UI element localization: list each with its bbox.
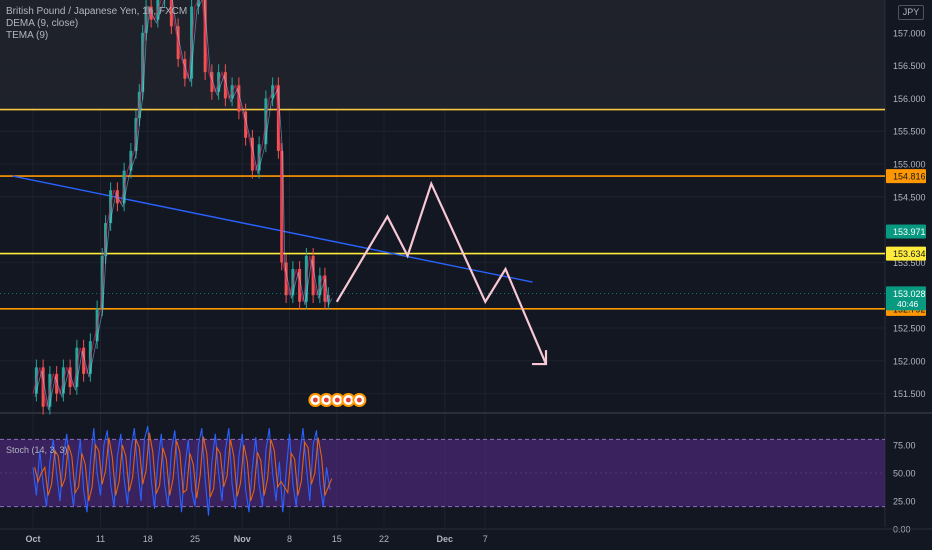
time-axis[interactable]: Oct 11 18 25 Nov 8 15 22 Dec 7 — [0, 528, 932, 544]
time-tick-label: 8 — [287, 534, 292, 544]
time-tick-label: Oct — [25, 534, 40, 544]
projection-arrowhead — [532, 350, 548, 366]
price-series — [32, 0, 333, 415]
stoch-tick-label: 25.00 — [893, 497, 916, 507]
stoch-d-line — [34, 432, 333, 502]
event-marker-dot — [312, 397, 318, 403]
upper-zone-shade — [0, 0, 885, 110]
tema-line — [34, 0, 333, 411]
time-tick-label: 22 — [379, 534, 389, 544]
price-axis[interactable]: 157.000 156.500 156.000 155.500 155.000 154.5… — [886, 28, 926, 535]
dema-line — [32, 0, 331, 407]
price-tick-label: 151.500 — [893, 389, 926, 399]
current-price-tag-bg — [886, 286, 926, 311]
trend-line[interactable] — [12, 175, 533, 283]
drawings[interactable] — [335, 180, 548, 366]
price-tick-label: 154.500 — [893, 192, 926, 202]
level-price-tag-text: 154.816 — [893, 172, 926, 182]
event-marker[interactable] — [319, 393, 334, 407]
price-tick-label: 156.500 — [893, 61, 926, 71]
event-markers[interactable] — [308, 393, 367, 407]
time-tick-label: Dec — [436, 534, 453, 544]
stoch-tick-label: 75.00 — [893, 441, 916, 451]
event-marker-dot — [345, 397, 351, 403]
event-marker[interactable] — [330, 393, 345, 407]
price-tick-label: 155.500 — [893, 127, 926, 137]
price-tick-label: 153.500 — [893, 258, 926, 268]
event-marker[interactable] — [352, 393, 367, 407]
time-tick-label: 7 — [483, 534, 488, 544]
price-tick-label: 156.000 — [893, 94, 926, 104]
level-price-tag-bg — [886, 246, 926, 261]
time-tick-label: 25 — [190, 534, 200, 544]
price-tick-label: 152.000 — [893, 356, 926, 366]
stochastic-pane[interactable] — [0, 425, 885, 516]
stoch-tick-label: 50.00 — [893, 469, 916, 479]
event-marker-dot — [334, 397, 340, 403]
price-tick-label: 155.000 — [893, 160, 926, 170]
countdown-text: 40:46 — [897, 299, 919, 309]
level-price-tag-text: 153.634 — [893, 249, 926, 259]
level-price-tag[interactable]: 153.634 — [886, 246, 926, 261]
currency-badge[interactable]: JPY — [898, 5, 924, 20]
level-price-tag[interactable]: 154.816 — [886, 169, 926, 184]
event-marker-dot — [323, 397, 329, 403]
time-tick-label: 18 — [143, 534, 153, 544]
event-marker-dot — [356, 397, 362, 403]
time-tick-label: 15 — [332, 534, 342, 544]
candle-body — [196, 0, 200, 7]
projection-path[interactable] — [335, 180, 548, 365]
stoch-k-line — [32, 425, 331, 516]
current-price-tag-text: 153.971 — [893, 227, 926, 237]
event-marker[interactable] — [341, 393, 356, 407]
current-price-tag[interactable]: 153.971 — [886, 224, 926, 239]
candle-body — [169, 0, 173, 27]
time-tick-label: 11 — [96, 534, 105, 544]
horizontal-levels[interactable] — [0, 108, 885, 310]
level-price-tag-bg — [886, 169, 926, 184]
price-tick-label: 157.000 — [893, 28, 926, 38]
current-price-tag-text: 153.028 — [893, 289, 926, 299]
current-price-tag-bg — [886, 224, 926, 239]
event-marker[interactable] — [308, 393, 323, 407]
time-tick-label: Nov — [234, 534, 251, 544]
price-tick-label: 152.500 — [893, 324, 926, 334]
